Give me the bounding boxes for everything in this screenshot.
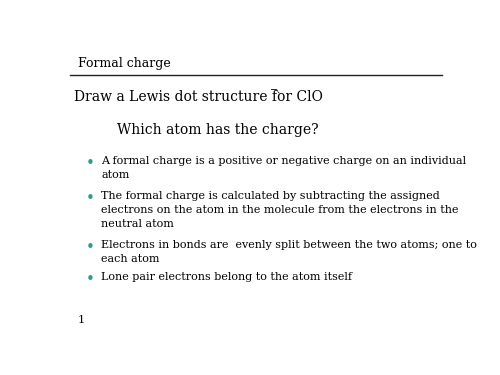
Text: A formal charge is a positive or negative charge on an individual
atom: A formal charge is a positive or negativ… — [101, 156, 467, 180]
Text: Lone pair electrons belong to the atom itself: Lone pair electrons belong to the atom i… — [101, 272, 352, 282]
Text: •: • — [86, 240, 94, 255]
Text: 1: 1 — [78, 315, 85, 325]
Text: −.: −. — [270, 86, 281, 95]
Text: Electrons in bonds are  evenly split between the two atoms; one to
each atom: Electrons in bonds are evenly split betw… — [101, 240, 477, 264]
Text: •: • — [86, 156, 94, 171]
Text: •: • — [86, 272, 94, 286]
Text: •: • — [86, 191, 94, 206]
Text: Which atom has the charge?: Which atom has the charge? — [117, 123, 318, 137]
Text: Formal charge: Formal charge — [78, 57, 171, 69]
Text: The formal charge is calculated by subtracting the assigned
electrons on the ato: The formal charge is calculated by subtr… — [101, 191, 459, 229]
Text: Draw a Lewis dot structure for ClO: Draw a Lewis dot structure for ClO — [74, 90, 323, 104]
